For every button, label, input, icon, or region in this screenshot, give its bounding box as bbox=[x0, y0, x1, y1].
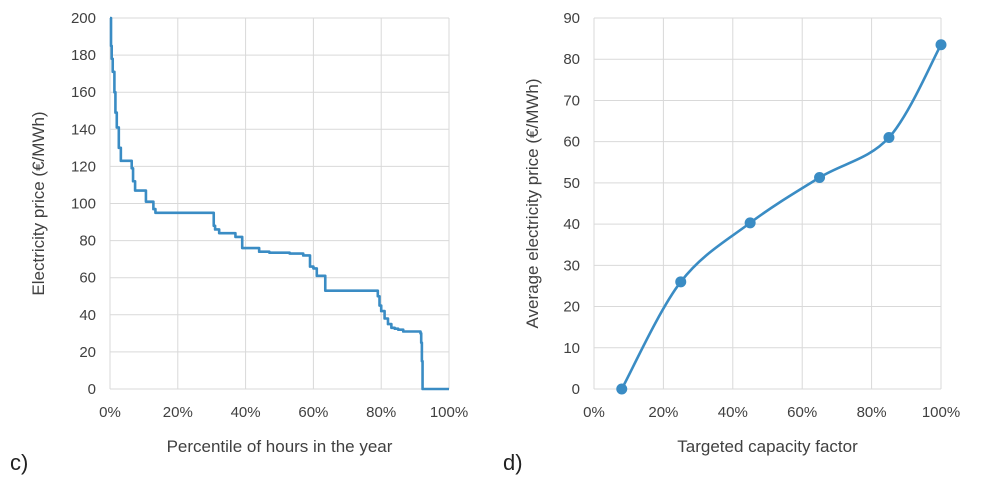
x-tick-label: 0% bbox=[99, 404, 121, 421]
x-tick-label: 100% bbox=[922, 404, 960, 421]
y-tick-label: 40 bbox=[563, 216, 580, 233]
y-tick-label: 60 bbox=[563, 134, 580, 151]
y-tick-label: 40 bbox=[79, 307, 96, 324]
y-tick-label: 90 bbox=[563, 10, 580, 27]
y-tick-label: 140 bbox=[71, 121, 96, 138]
y-tick-label: 80 bbox=[79, 233, 96, 250]
data-point bbox=[616, 383, 628, 395]
y-tick-label: 160 bbox=[71, 84, 96, 101]
y-axis-label: Average electricity price (€/MWh) bbox=[523, 78, 542, 328]
chart-panel-c: 0% 20% 40% 60% 80% 100% 0 20 40 60 80 100 120 140 160 1… bbox=[10, 10, 468, 475]
y-tick-label: 20 bbox=[563, 299, 580, 316]
chart-panel-d: 0% 20% 40% 60% 80% 100% 0 10 20 30 40 50 60 70 80 90 Tar… bbox=[503, 10, 960, 475]
y-tick-label: 70 bbox=[563, 92, 580, 109]
y-tick-label: 0 bbox=[572, 381, 580, 398]
data-point bbox=[744, 217, 756, 229]
x-axis-label: Percentile of hours in the year bbox=[167, 437, 393, 456]
y-tick-label: 120 bbox=[71, 158, 96, 175]
y-tick-label: 200 bbox=[71, 10, 96, 27]
x-tick-label: 40% bbox=[231, 404, 261, 421]
y-tick-label: 100 bbox=[71, 196, 96, 213]
y-tick-label: 10 bbox=[563, 340, 580, 357]
y-tick-label: 30 bbox=[563, 257, 580, 274]
data-point bbox=[935, 39, 947, 51]
x-axis-label: Targeted capacity factor bbox=[677, 437, 858, 456]
x-tick-label: 60% bbox=[298, 404, 328, 421]
x-tick-label: 80% bbox=[366, 404, 396, 421]
x-tick-label: 0% bbox=[583, 404, 605, 421]
data-point bbox=[675, 276, 687, 288]
y-tick-label: 180 bbox=[71, 47, 96, 64]
data-point bbox=[883, 132, 895, 144]
data-point bbox=[814, 172, 826, 184]
x-tick-label: 40% bbox=[718, 404, 748, 421]
panel-label: d) bbox=[503, 450, 523, 475]
series-line bbox=[109, 16, 449, 391]
y-tick-label: 80 bbox=[563, 51, 580, 68]
x-tick-label: 80% bbox=[857, 404, 887, 421]
y-tick-label: 20 bbox=[79, 344, 96, 361]
y-tick-label: 60 bbox=[79, 270, 96, 287]
x-tick-label: 100% bbox=[430, 404, 468, 421]
y-axis-label: Electricity price (€/MWh) bbox=[29, 111, 48, 295]
y-tick-label: 0 bbox=[88, 381, 96, 398]
series-line bbox=[620, 44, 943, 390]
x-tick-label: 20% bbox=[648, 404, 678, 421]
x-tick-label: 60% bbox=[787, 404, 817, 421]
panel-label: c) bbox=[10, 450, 28, 475]
x-tick-label: 20% bbox=[163, 404, 193, 421]
y-tick-label: 50 bbox=[563, 175, 580, 192]
